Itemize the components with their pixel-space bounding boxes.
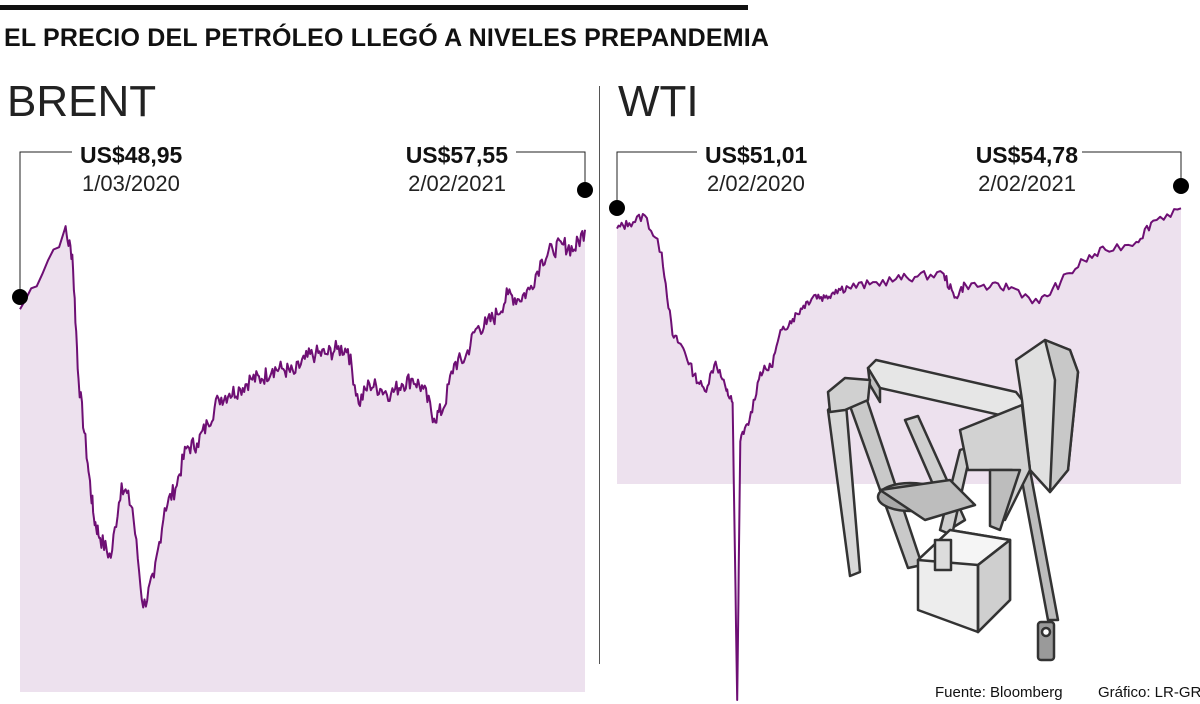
headline: EL PRECIO DEL PETRÓLEO LLEGÓ A NIVELES P…: [4, 24, 770, 52]
source-note: Fuente: Bloomberg: [935, 684, 1063, 701]
brent-title: BRENT: [7, 77, 156, 126]
brent-end-marker: [577, 182, 593, 198]
wti-end-date: 2/02/2021: [978, 171, 1076, 196]
brent-start-marker: [12, 289, 28, 305]
wti-start-date: 2/02/2020: [707, 171, 805, 196]
brent-start-value: US$48,95: [80, 142, 183, 168]
wti-end-marker: [1173, 178, 1189, 194]
wti-title: WTI: [618, 77, 699, 126]
brent-end-value: US$57,55: [406, 142, 509, 168]
wti-area: [617, 208, 1181, 485]
credit-note: Gráfico: LR-GR: [1098, 684, 1200, 701]
wti-leader-start: [616, 151, 697, 208]
brent-panel: BRENT US$48,95 1/03/2020 US$57,55 2/02/2…: [7, 77, 593, 692]
brent-area: [20, 226, 585, 692]
panel-divider: [599, 86, 600, 664]
wti-line: [616, 207, 1182, 701]
brent-leader-end: [516, 151, 586, 190]
wti-start-value: US$51,01: [705, 142, 808, 168]
brent-start-date: 1/03/2020: [82, 171, 180, 196]
wti-end-value: US$54,78: [976, 142, 1079, 168]
brent-end-date: 2/02/2021: [408, 171, 506, 196]
brent-leader-start: [19, 151, 72, 296]
wti-start-marker: [609, 200, 625, 216]
wti-leader-end: [1082, 151, 1182, 186]
brent-line: [19, 225, 586, 609]
top-rule: [0, 5, 748, 10]
oil-pump-jack-illustration: [826, 338, 1080, 662]
